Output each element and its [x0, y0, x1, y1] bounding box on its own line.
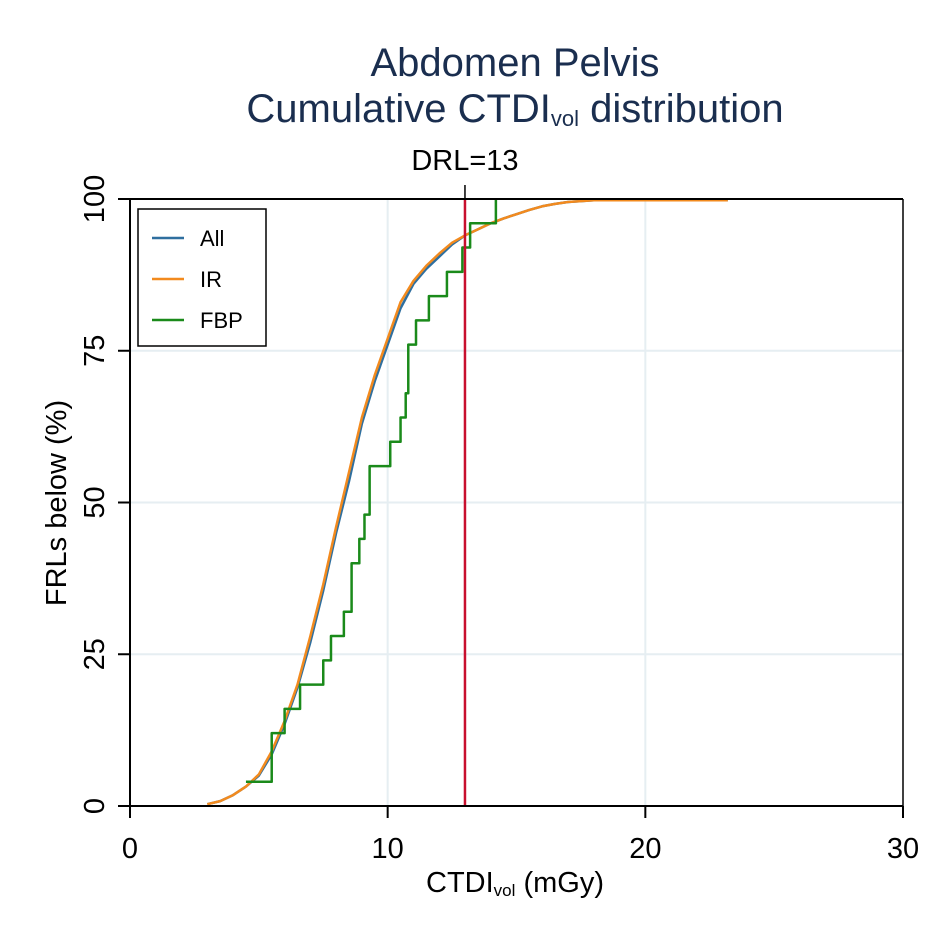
y-axis-label: FRLs below (%): [41, 400, 73, 606]
title-ctdi: Cumulative CTDI: [246, 87, 551, 131]
legend-box: [137, 208, 267, 347]
legend-label-ir: IR: [200, 267, 222, 292]
grid-lines: [130, 199, 903, 806]
xlabel-vol-subscript: vol: [494, 881, 516, 900]
x-axis-label: CTDIvol (mGy): [426, 867, 604, 900]
y-tick-label-25: 25: [79, 638, 111, 670]
tick-labels: 0 10 20 30 0 25 50 75 100: [79, 175, 919, 865]
drl-label: DRL=13: [411, 145, 518, 177]
chart-title-line2: Cumulative CTDIvol distribution: [246, 87, 783, 131]
x-tick-label-30: 30: [887, 833, 919, 865]
title-vol-subscript: vol: [551, 106, 579, 131]
x-tick-label-0: 0: [122, 833, 138, 865]
xlabel-unit: (mGy): [515, 867, 604, 899]
legend: All IR FBP: [137, 208, 267, 347]
y-tick-label-50: 50: [79, 486, 111, 518]
series-line-fbp: [245, 199, 498, 783]
chart-title-line1: Abdomen Pelvis: [370, 41, 659, 85]
series-lines: [207, 198, 728, 806]
series-line-ir: [207, 198, 728, 806]
xlabel-ctdi: CTDI: [426, 867, 494, 899]
x-tick-label-10: 10: [372, 833, 404, 865]
y-tick-label-100: 100: [79, 175, 111, 223]
y-tick-label-0: 0: [79, 798, 111, 814]
legend-label-fbp: FBP: [200, 308, 243, 333]
title-distribution: distribution: [579, 87, 784, 131]
y-tick-label-75: 75: [79, 335, 111, 367]
x-tick-label-20: 20: [629, 833, 661, 865]
drl-reference: DRL=13: [411, 145, 519, 806]
legend-label-all: All: [200, 226, 224, 251]
